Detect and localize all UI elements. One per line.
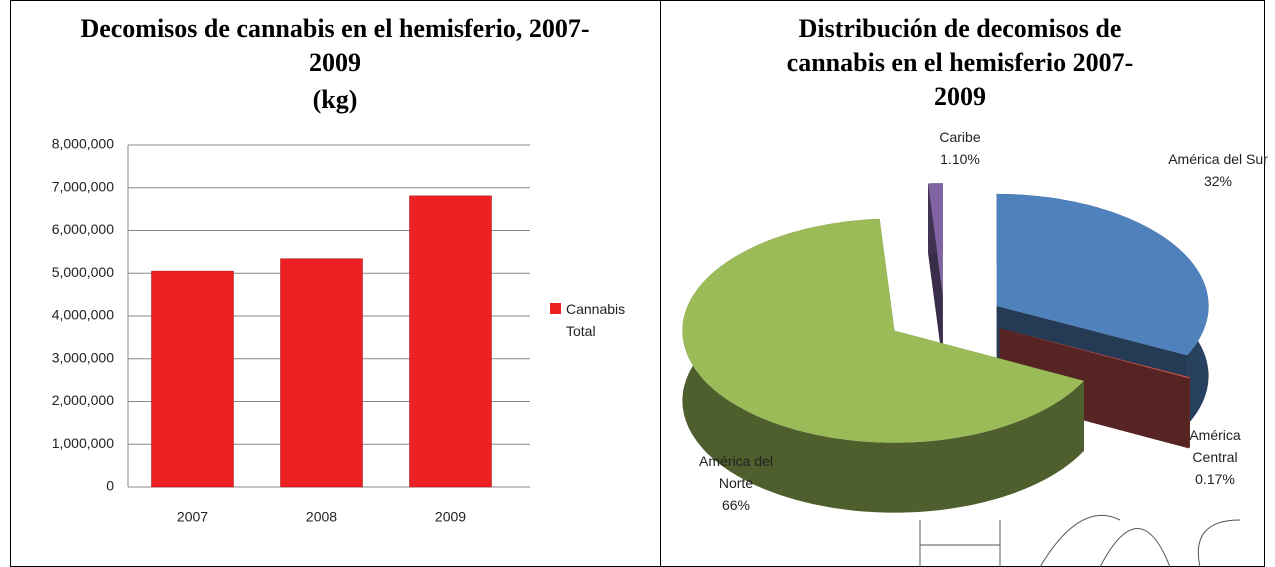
legend-swatch: [550, 303, 561, 314]
slice-label: América del Norte 66%: [686, 450, 786, 516]
bar-subtitle: (kg): [312, 85, 358, 114]
y-tick-label: 5,000,000: [52, 264, 114, 280]
y-tick-label: 2,000,000: [52, 392, 114, 408]
slice-name: América del Norte: [699, 453, 773, 491]
y-tick-label: 8,000,000: [52, 136, 114, 152]
slice-value: 0.17%: [1195, 471, 1235, 487]
slice-value: 32%: [1203, 173, 1233, 189]
slice-side: [1188, 377, 1190, 449]
bar: [280, 258, 363, 488]
slice-name: América del Sur: [1168, 151, 1268, 167]
slice: [928, 183, 943, 296]
bar: [409, 195, 492, 488]
slice-wall: [999, 328, 1189, 449]
slice-label: Caribe 1.10%: [920, 126, 1000, 170]
x-tick-label: 2009: [435, 509, 466, 525]
bar-title: Decomisos de cannabis en el hemisferio, …: [80, 14, 590, 77]
y-tick-label: 1,000,000: [52, 435, 114, 451]
slice-name: América Central: [1189, 427, 1241, 465]
slice: [996, 193, 1209, 356]
x-tick-label: 2007: [177, 509, 208, 525]
y-tick-label: 7,000,000: [52, 178, 114, 194]
legend-label: Cannabis Total: [566, 301, 626, 339]
x-tick-label: 2008: [306, 509, 337, 525]
bar: [151, 270, 234, 488]
slice: [682, 218, 1084, 443]
y-tick-label: 6,000,000: [52, 221, 114, 237]
slice-value: 1.10%: [940, 151, 980, 167]
slice-label: América del Sur 32%: [1168, 148, 1268, 192]
decoration: [919, 515, 1241, 567]
slice-value: 66%: [721, 497, 751, 513]
y-tick-label: 0: [106, 478, 114, 494]
pie-title: Distribución de decomisos de cannabis en…: [786, 14, 1134, 111]
slice-name: Caribe: [939, 129, 981, 145]
slice: [999, 328, 1190, 379]
y-tick-label: 3,000,000: [52, 349, 114, 365]
slice-label: América Central 0.17%: [1165, 424, 1265, 490]
y-tick-label: 4,000,000: [52, 307, 114, 323]
